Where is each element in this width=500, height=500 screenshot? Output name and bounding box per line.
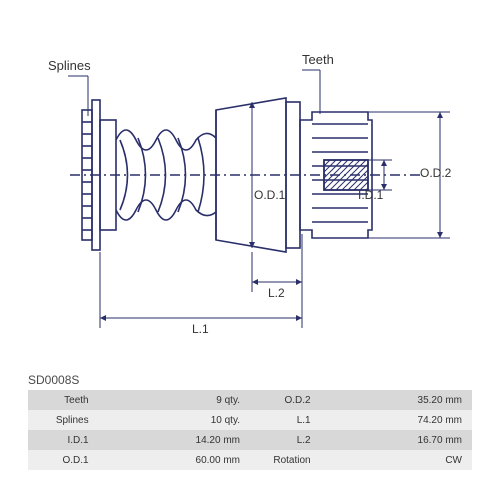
spec-val: 10 qty. — [99, 410, 250, 430]
l1-dim-label: L.1 — [192, 322, 209, 336]
spec-key: Rotation — [250, 450, 321, 470]
table-row: Teeth 9 qty. O.D.2 35.20 mm — [28, 390, 472, 410]
spec-key: L.1 — [250, 410, 321, 430]
part-number: SD0008S — [28, 373, 79, 387]
spec-val: 14.20 mm — [99, 430, 250, 450]
spec-key: O.D.2 — [250, 390, 321, 410]
table-row: Splines 10 qty. L.1 74.20 mm — [28, 410, 472, 430]
teeth-label: Teeth — [302, 52, 334, 67]
spec-key: O.D.1 — [28, 450, 99, 470]
spec-key: Teeth — [28, 390, 99, 410]
table-row: I.D.1 14.20 mm L.2 16.70 mm — [28, 430, 472, 450]
spec-val: 74.20 mm — [321, 410, 472, 430]
spec-val: 60.00 mm — [99, 450, 250, 470]
spec-key: I.D.1 — [28, 430, 99, 450]
table-row: O.D.1 60.00 mm Rotation CW — [28, 450, 472, 470]
od1-dim-label: O.D.1 — [254, 188, 285, 202]
id1-dim-label: I.D.1 — [358, 188, 383, 202]
spec-key: Splines — [28, 410, 99, 430]
spec-val: 9 qty. — [99, 390, 250, 410]
od2-dim-label: O.D.2 — [420, 166, 451, 180]
spec-val: CW — [321, 450, 472, 470]
l2-dim-label: L.2 — [268, 286, 285, 300]
spec-val: 16.70 mm — [321, 430, 472, 450]
spec-key: L.2 — [250, 430, 321, 450]
spec-table: Teeth 9 qty. O.D.2 35.20 mm Splines 10 q… — [28, 390, 472, 470]
engineering-diagram: Splines Teeth O.D.1 I.D.1 O.D.2 L.2 L.1 — [20, 20, 480, 360]
spec-val: 35.20 mm — [321, 390, 472, 410]
splines-label: Splines — [48, 58, 91, 73]
